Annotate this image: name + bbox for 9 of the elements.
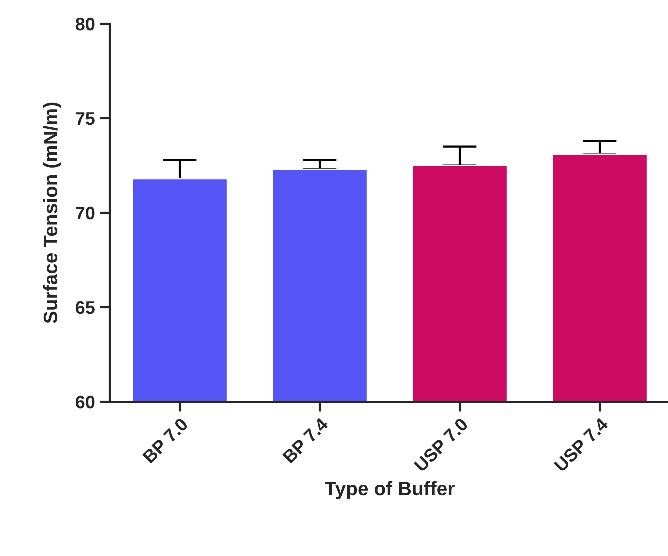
y-tick-label: 80: [76, 18, 95, 31]
x-tick-label: BP 7.4: [282, 417, 330, 464]
y-axis-title: Surface Tension (mN/m): [43, 102, 62, 324]
y-tick-label: 70: [76, 206, 95, 220]
x-tick-label: BP 7.0: [142, 417, 189, 464]
x-axis-title: Type of Buffer: [325, 481, 455, 500]
y-tick-label: 60: [76, 396, 95, 409]
y-tick-label: 75: [76, 112, 95, 126]
y-tick-label: 65: [76, 301, 95, 314]
